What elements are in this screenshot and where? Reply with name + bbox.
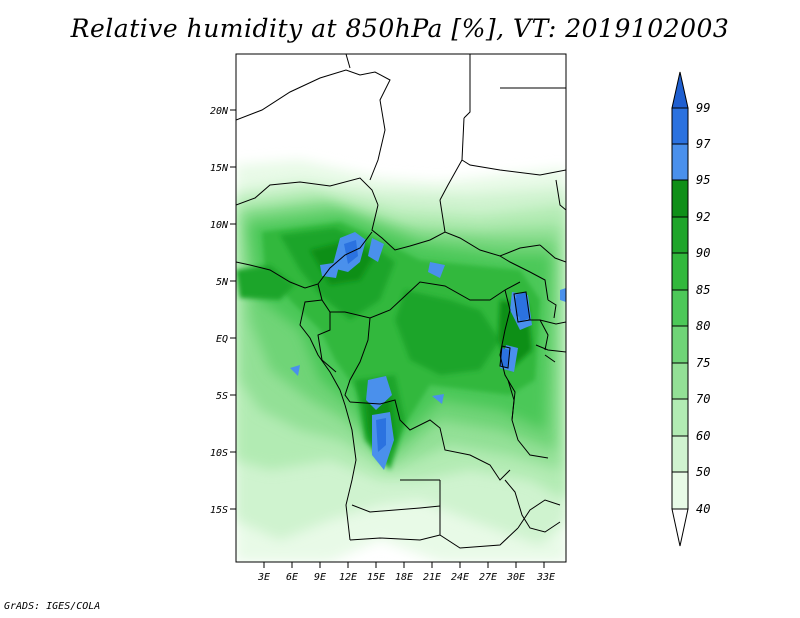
colorbar-segment-40 (671, 471, 689, 510)
lat-label: EQ (216, 334, 228, 345)
colorbar-segment-60 (671, 398, 689, 437)
credit-text: GrADS: IGES/COLA (4, 601, 101, 612)
lat-label: 10S (210, 448, 228, 459)
country-borders (236, 54, 566, 549)
colorbar-label: 90 (696, 246, 710, 260)
colorbar-label: 40 (696, 502, 710, 516)
lon-label: 9E (314, 572, 326, 583)
colorbar-segment-50 (671, 435, 689, 473)
lat-label: 10N (210, 220, 229, 231)
lat-label: 20N (210, 106, 229, 117)
lon-label: 24E (451, 572, 469, 583)
colorbar-label: 50 (696, 465, 710, 479)
lake-outlines (499, 291, 557, 421)
lon-label: 18E (395, 572, 413, 583)
lon-label: 3E (257, 572, 270, 583)
latitude-axis: 20N 15N 10N 5N EQ 5S 10S 15S (210, 106, 236, 516)
lon-label: 6E (286, 572, 298, 583)
colorbar-label: 95 (696, 173, 710, 187)
colorbar-label: 97 (696, 137, 711, 151)
colorbar-segment-90 (671, 216, 689, 254)
longitude-axis: 3E 6E 9E 12E 15E 18E 21E 24E 27E 30E 33E (257, 562, 555, 583)
lat-label: 15S (210, 505, 228, 516)
colorbar-segment-below-40 (671, 508, 689, 547)
colorbar-label: 75 (696, 356, 710, 370)
lon-label: 30E (506, 572, 525, 583)
page-title: Relative humidity at 850hPa [%], VT: 201… (70, 14, 730, 43)
colorbar-segment-80 (671, 289, 689, 327)
colorbar-segment-95 (671, 143, 689, 181)
colorbar (671, 71, 689, 547)
colorbar-label: 80 (696, 319, 710, 333)
lat-label: 5S (216, 391, 228, 402)
lat-label: 15N (210, 163, 229, 174)
colorbar-segment-70 (671, 362, 689, 400)
humidity-field (236, 54, 566, 562)
colorbar-segment-97 (671, 107, 689, 145)
colorbar-label: 99 (696, 101, 710, 115)
map-frame (235, 53, 567, 563)
colorbar-segment-85 (671, 252, 689, 291)
colorbar-segment-92 (671, 179, 689, 218)
colorbar-label: 92 (696, 210, 710, 224)
lon-label: 12E (339, 572, 357, 583)
colorbar-labels: 99 97 95 92 90 85 80 75 70 60 50 40 (696, 101, 711, 516)
colorbar-label: 70 (696, 392, 710, 406)
colorbar-label: 85 (696, 283, 710, 297)
lon-label: 27E (479, 572, 497, 583)
lon-label: 21E (423, 572, 441, 583)
lon-label: 33E (536, 572, 555, 583)
lon-label: 15E (367, 572, 385, 583)
colorbar-segment-75 (671, 325, 689, 364)
colorbar-segment-99plus (671, 71, 689, 109)
lat-label: 5N (216, 277, 229, 288)
colorbar-label: 60 (696, 429, 710, 443)
